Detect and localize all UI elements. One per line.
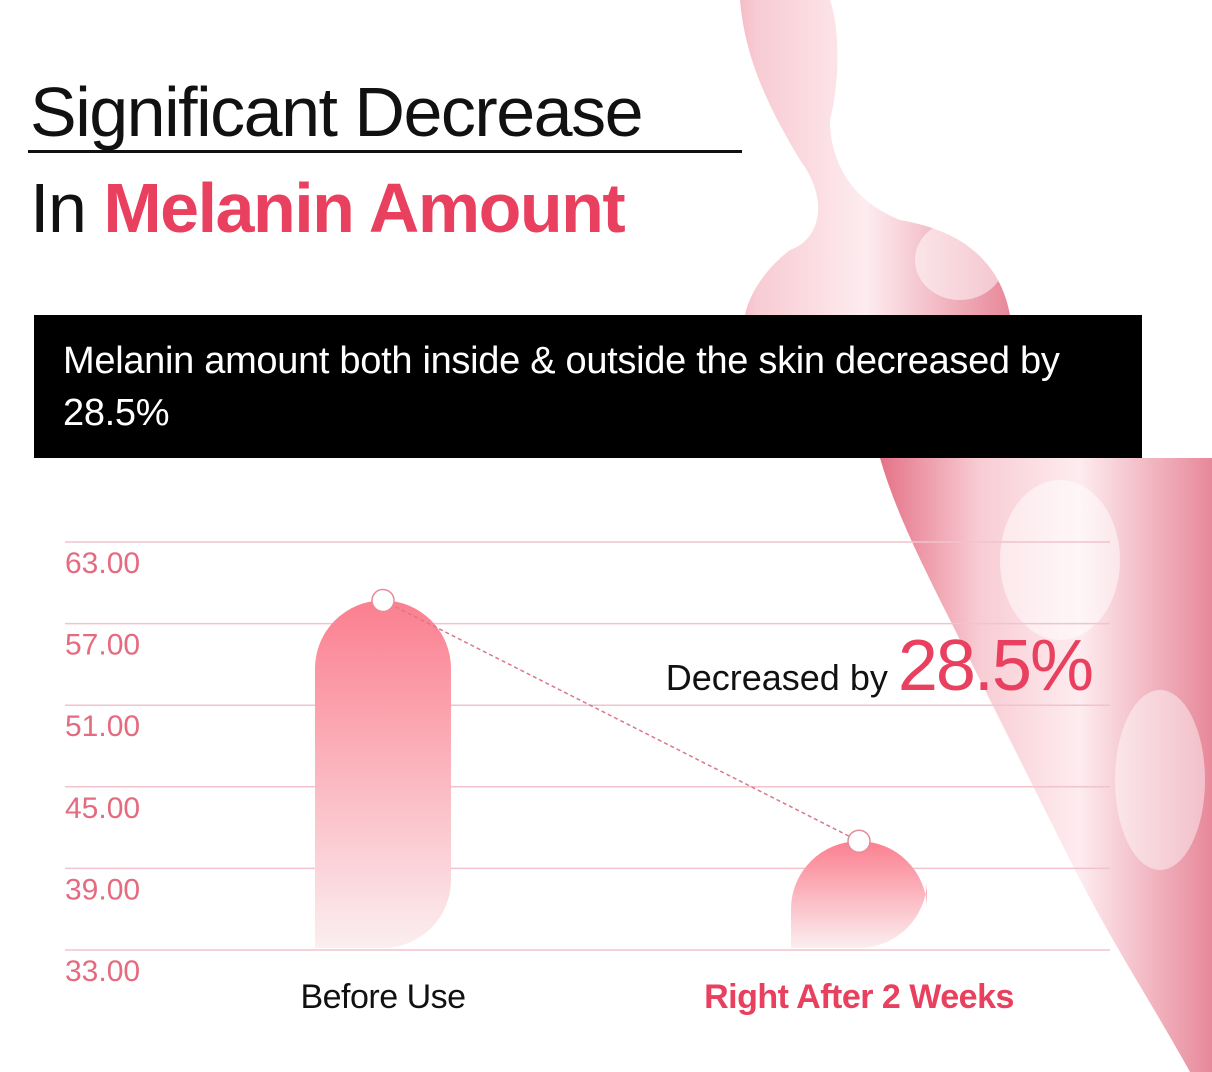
- y-tick-label: 63.00: [65, 547, 140, 580]
- annotation-label: Decreased by: [666, 657, 898, 698]
- y-tick-label: 39.00: [65, 873, 140, 906]
- page-title-line1: Significant Decrease: [30, 73, 644, 151]
- summary-box: Melanin amount both inside & outside the…: [34, 315, 1142, 458]
- x-category-label: Right After 2 Weeks: [704, 978, 1014, 1016]
- y-tick-label: 33.00: [65, 955, 140, 988]
- connector-line: [382, 599, 860, 842]
- data-point: [371, 588, 395, 613]
- decrease-annotation: Decreased by 28.5%: [666, 626, 1092, 706]
- y-tick-label: 45.00: [65, 792, 140, 825]
- x-category-label: Before Use: [300, 978, 465, 1016]
- annotation-value: 28.5%: [898, 626, 1092, 706]
- title-highlight: Melanin Amount: [103, 169, 625, 247]
- bar: [791, 841, 927, 948]
- y-tick-label: 51.00: [65, 710, 140, 743]
- summary-text: Melanin amount both inside & outside the…: [63, 340, 1060, 434]
- bar: [315, 600, 451, 948]
- y-tick-label: 57.00: [65, 629, 140, 662]
- title-underline: [28, 150, 742, 153]
- page-title-line2: In Melanin Amount: [30, 168, 626, 248]
- data-point: [847, 829, 871, 853]
- title-prefix: In: [30, 169, 87, 247]
